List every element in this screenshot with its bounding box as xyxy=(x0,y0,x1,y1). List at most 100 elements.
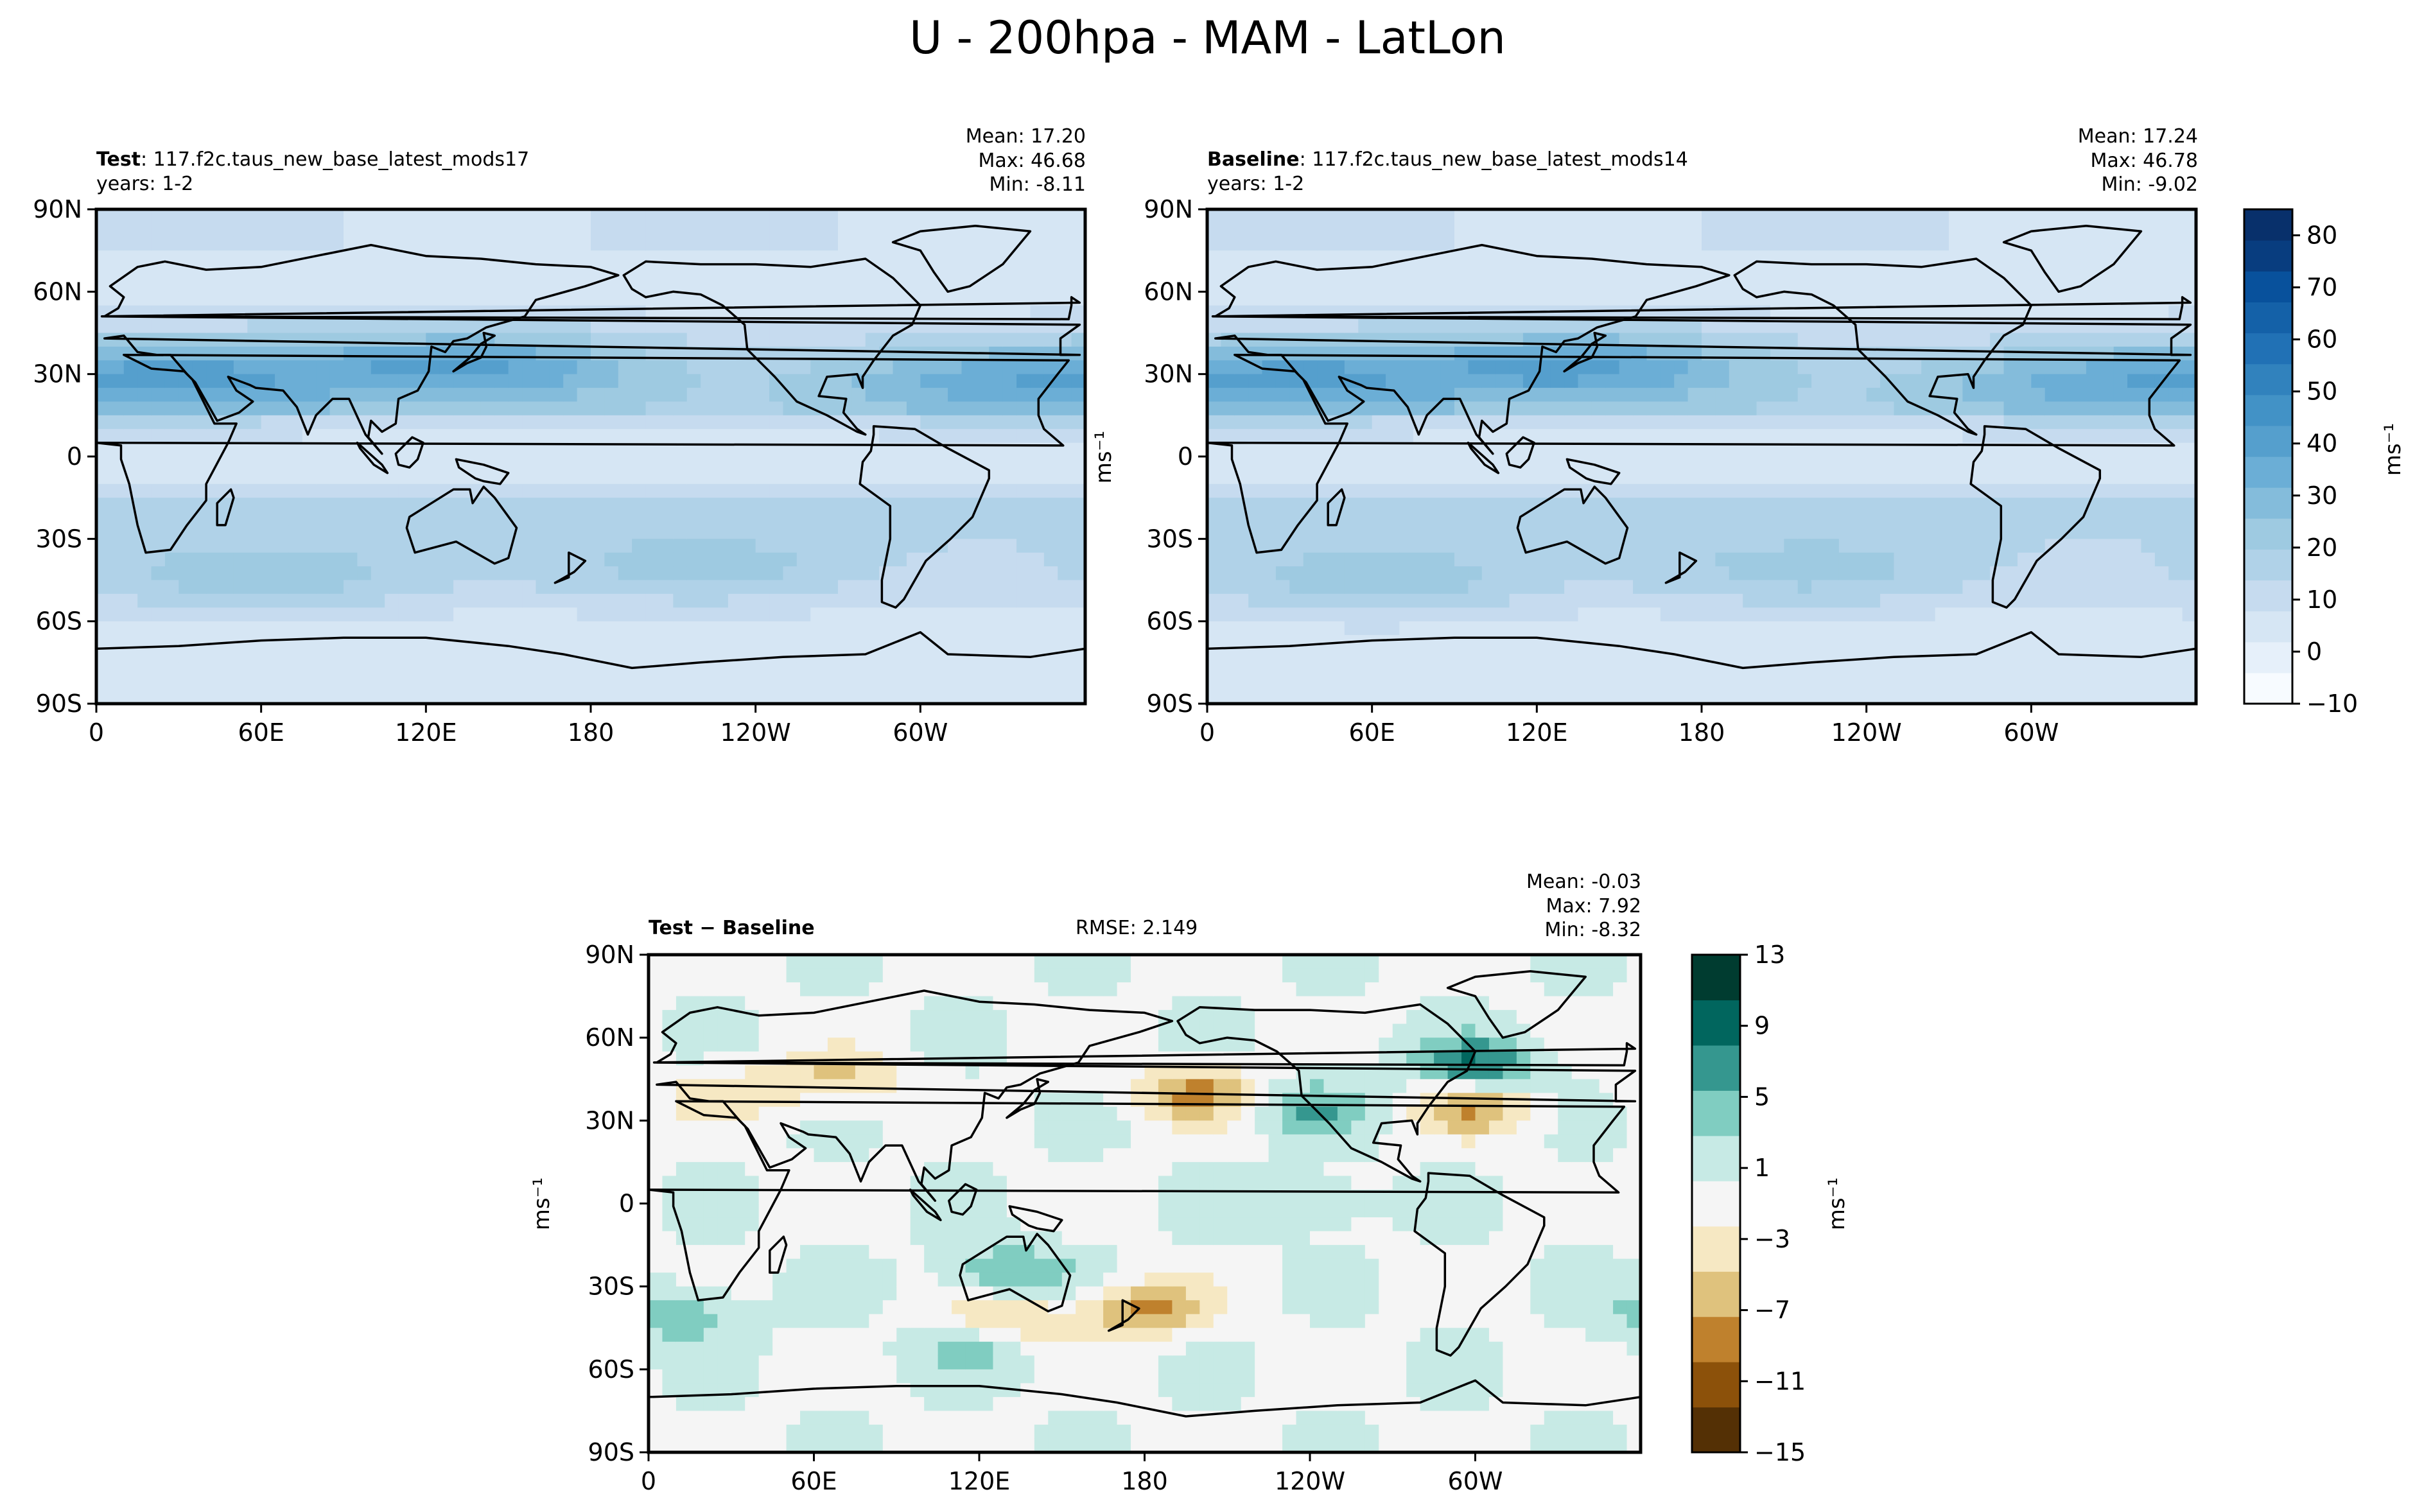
test-field-cell xyxy=(439,552,454,567)
baseline-field-cell xyxy=(1522,291,1537,306)
test-field-cell xyxy=(261,552,275,567)
test-field-cell xyxy=(1071,676,1085,691)
baseline-field-cell xyxy=(1976,566,1991,581)
baseline-field-cell xyxy=(1275,401,1290,416)
test-field-cell xyxy=(192,607,207,622)
test-field-cell xyxy=(879,456,894,471)
diff-stats: Mean: -0.03 Max: 7.92 Min: -8.32 xyxy=(1526,870,1641,943)
test-field-cell xyxy=(288,456,303,471)
baseline-field-cell xyxy=(1605,511,1620,526)
test-field-cell xyxy=(686,483,701,498)
baseline-field-cell xyxy=(1234,388,1249,403)
test-field-cell xyxy=(934,456,948,471)
test-field-cell xyxy=(137,277,152,292)
baseline-field-cell xyxy=(1413,236,1427,251)
test-field-cell xyxy=(1030,593,1045,608)
test-field-cell xyxy=(275,552,290,567)
test-field-cell xyxy=(261,593,275,608)
test-field-cell xyxy=(851,250,866,265)
baseline-field-cell xyxy=(1770,374,1784,388)
baseline-field-cell xyxy=(1797,209,1812,223)
baseline-field-cell xyxy=(1633,635,1648,650)
baseline-field-cell xyxy=(1715,223,1730,238)
test-field-cell xyxy=(934,511,948,526)
baseline-field-cell xyxy=(1646,593,1661,608)
test-field-cell xyxy=(110,648,125,663)
test-field-cell xyxy=(591,236,605,251)
test-field-cell xyxy=(110,566,125,581)
baseline-field-cell xyxy=(1646,511,1661,526)
baseline-field-cell xyxy=(1935,662,1949,677)
test-field-cell xyxy=(851,401,866,416)
test-field-cell xyxy=(728,388,742,403)
test-field-cell xyxy=(755,415,770,430)
test-field-cell xyxy=(385,662,399,677)
test-field-cell xyxy=(439,401,454,416)
test-field-cell xyxy=(357,662,372,677)
baseline-field-cell xyxy=(1386,415,1400,430)
test-field-cell xyxy=(385,552,399,567)
baseline-field-cell xyxy=(2072,374,2087,388)
test-field-cell xyxy=(1058,415,1072,430)
baseline-field-cell xyxy=(1564,209,1579,223)
baseline-field-cell xyxy=(1344,566,1359,581)
test-field-cell xyxy=(934,580,948,595)
baseline-field-cell xyxy=(1440,539,1455,553)
test-field-cell xyxy=(632,470,647,485)
baseline-field-cell xyxy=(1756,580,1771,595)
baseline-field-cell xyxy=(1825,388,1840,403)
test-field-cell xyxy=(1043,648,1058,663)
test-field-cell xyxy=(261,333,275,347)
baseline-field-cell xyxy=(1853,401,1867,416)
baseline-field-cell xyxy=(1784,566,1799,581)
baseline-field-cell xyxy=(1564,525,1579,539)
baseline-field-cell xyxy=(1481,346,1496,361)
baseline-field-cell xyxy=(1853,498,1867,512)
test-field-cell xyxy=(329,511,344,526)
test-field-cell xyxy=(110,415,125,430)
baseline-field-cell xyxy=(1687,662,1702,677)
test-field-cell xyxy=(906,429,921,444)
test-field-cell xyxy=(316,552,331,567)
test-field-cell xyxy=(233,498,248,512)
baseline-field-cell xyxy=(1509,690,1524,704)
test-field-cell xyxy=(1002,305,1017,320)
baseline-field-cell xyxy=(1578,374,1592,388)
test-coastline-new-guinea xyxy=(455,458,510,485)
baseline-field-cell xyxy=(1495,676,1510,691)
test-field-cell xyxy=(824,236,839,251)
baseline-field-cell xyxy=(1770,593,1784,608)
test-field-cell xyxy=(275,498,290,512)
test-field-cell xyxy=(522,401,537,416)
test-field-cell xyxy=(948,525,963,539)
test-field-cell xyxy=(906,483,921,498)
baseline-field-cell xyxy=(1358,593,1373,608)
test-field-cell xyxy=(220,236,234,251)
baseline-field-cell xyxy=(1715,635,1730,650)
baseline-field-cell xyxy=(1743,470,1757,485)
test-field-cell xyxy=(288,690,303,704)
baseline-field-cell xyxy=(1481,690,1496,704)
test-stats: Mean: 17.20 Max: 46.68 Min: -8.11 xyxy=(966,125,1086,197)
baseline-field-cell xyxy=(1729,511,1743,526)
test-field-cell xyxy=(426,648,440,663)
test-field-cell xyxy=(357,511,372,526)
test-field-cell xyxy=(989,388,1004,403)
test-field-cell xyxy=(412,580,426,595)
test-field-cell xyxy=(728,374,742,388)
test-field-cell xyxy=(536,305,550,320)
baseline-field-cell xyxy=(1838,539,1853,553)
baseline-field-cell xyxy=(1935,291,1949,306)
test-field-cell xyxy=(192,223,207,238)
test-field-cell xyxy=(948,429,963,444)
test-field-cell xyxy=(783,442,798,457)
test-field-cell xyxy=(728,621,742,636)
baseline-field-cell xyxy=(1386,401,1400,416)
test-field-cell xyxy=(1002,456,1017,471)
test-field-cell xyxy=(522,223,537,238)
baseline-field-cell xyxy=(1495,648,1510,663)
baseline-field-cell xyxy=(1880,360,1895,375)
baseline-field-cell xyxy=(1715,429,1730,444)
test-field-cell xyxy=(1002,319,1017,334)
baseline-field-cell xyxy=(1949,264,1963,279)
